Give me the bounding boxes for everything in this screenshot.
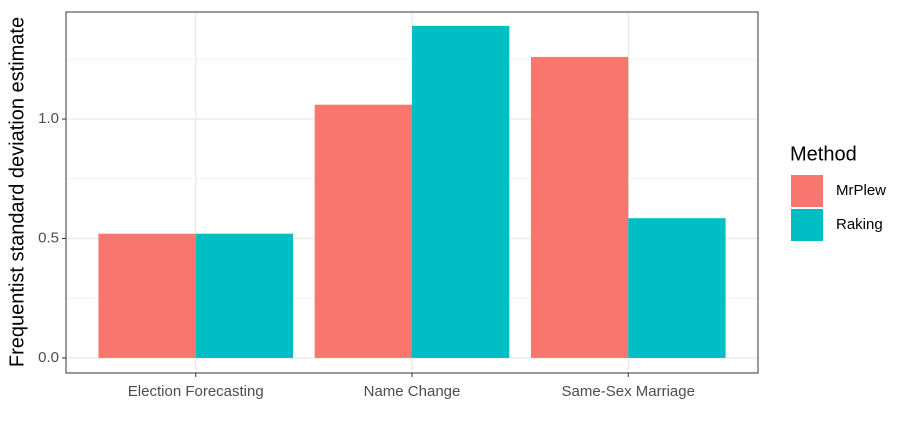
y-tick-label: 0.5 [38,229,59,246]
legend-key [791,175,823,207]
legend-label: Raking [836,216,883,233]
bar [530,56,629,358]
legend-label: MrPlew [836,182,886,199]
bar [314,104,412,358]
x-tick-label: Election Forecasting [128,383,264,400]
y-tick-label: 0.0 [38,349,59,366]
bar [98,233,196,358]
x-tick-label: Same-Sex Marriage [562,383,695,400]
bar [628,218,726,358]
y-axis-title: Frequentist standard deviation estimate [6,17,28,367]
legend-key [791,209,823,241]
legend-title: Method [790,143,857,165]
panel-border [65,11,759,374]
bar [195,233,294,358]
y-tick-label: 1.0 [38,110,59,127]
bar [412,25,510,358]
x-tick-label: Name Change [364,383,461,400]
